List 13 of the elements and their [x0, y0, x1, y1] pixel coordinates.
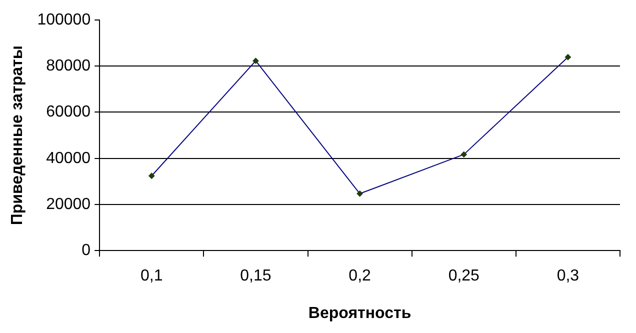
x-tick-label: 0,25	[448, 268, 480, 285]
y-axis-title: Приведенные затраты	[9, 45, 26, 226]
y-tick-label: 40000	[46, 150, 91, 167]
x-tick-label: 0,1	[140, 268, 163, 285]
x-axis-title: Вероятность	[308, 304, 412, 322]
y-tick-label: 0	[82, 242, 91, 260]
x-tick-label: 0,15	[240, 268, 272, 285]
x-tick-label: 0,2	[348, 268, 372, 285]
x-tick-label: 0,3	[556, 268, 580, 285]
y-tick-label: 60000	[46, 104, 91, 121]
y-tick-label: 100000	[37, 11, 91, 28]
y-tick-label: 20000	[46, 196, 91, 213]
y-tick-label: 80000	[46, 58, 91, 75]
